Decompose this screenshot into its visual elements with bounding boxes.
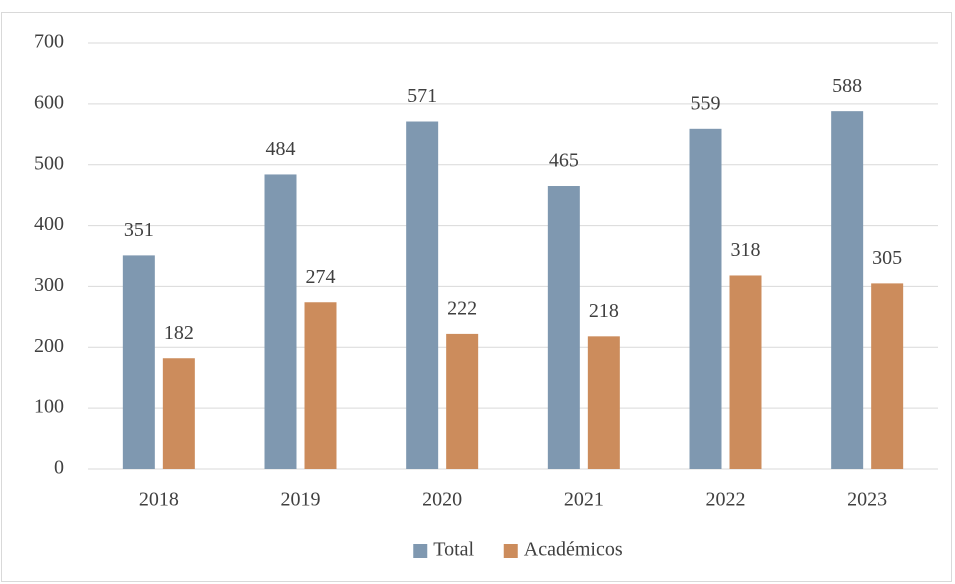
data-label: 222 <box>447 297 477 319</box>
legend-swatch <box>413 544 428 558</box>
bar <box>264 174 297 470</box>
x-tick-label: 2023 <box>847 489 887 511</box>
bar <box>122 255 155 469</box>
y-tick-label: 300 <box>34 274 64 296</box>
legend-label: Académicos <box>524 539 623 561</box>
legend-label: Total <box>433 539 474 561</box>
x-tick-label: 2019 <box>281 489 321 511</box>
bar <box>689 128 722 469</box>
y-tick-label: 600 <box>34 91 64 113</box>
data-label: 351 <box>124 219 154 241</box>
y-tick-label: 500 <box>34 152 64 174</box>
y-tick-label: 200 <box>34 335 64 357</box>
bar <box>871 283 904 469</box>
x-tick-label: 2021 <box>564 489 604 511</box>
bar <box>162 358 195 469</box>
data-label: 465 <box>549 150 579 172</box>
data-label: 182 <box>164 322 194 344</box>
bar <box>831 111 864 469</box>
y-tick-label: 400 <box>34 213 64 235</box>
x-tick-label: 2022 <box>706 489 746 511</box>
chart-border <box>1 12 952 582</box>
bar <box>547 186 580 469</box>
data-label: 588 <box>832 75 862 97</box>
y-tick-label: 0 <box>54 457 64 479</box>
legend-swatch <box>503 544 518 558</box>
data-label: 571 <box>407 85 437 107</box>
bar <box>587 336 620 469</box>
y-tick-label: 100 <box>34 396 64 418</box>
data-label: 484 <box>266 138 296 160</box>
bar <box>729 275 762 469</box>
bar <box>304 302 337 469</box>
data-label: 318 <box>731 239 761 261</box>
bar <box>406 121 439 470</box>
data-label: 274 <box>306 266 336 288</box>
data-label: 305 <box>872 247 902 269</box>
data-label: 218 <box>589 300 619 322</box>
x-tick-label: 2018 <box>139 489 179 511</box>
bar <box>446 333 479 469</box>
data-label: 559 <box>691 92 721 114</box>
y-tick-label: 700 <box>34 31 64 53</box>
x-tick-label: 2020 <box>422 489 462 511</box>
